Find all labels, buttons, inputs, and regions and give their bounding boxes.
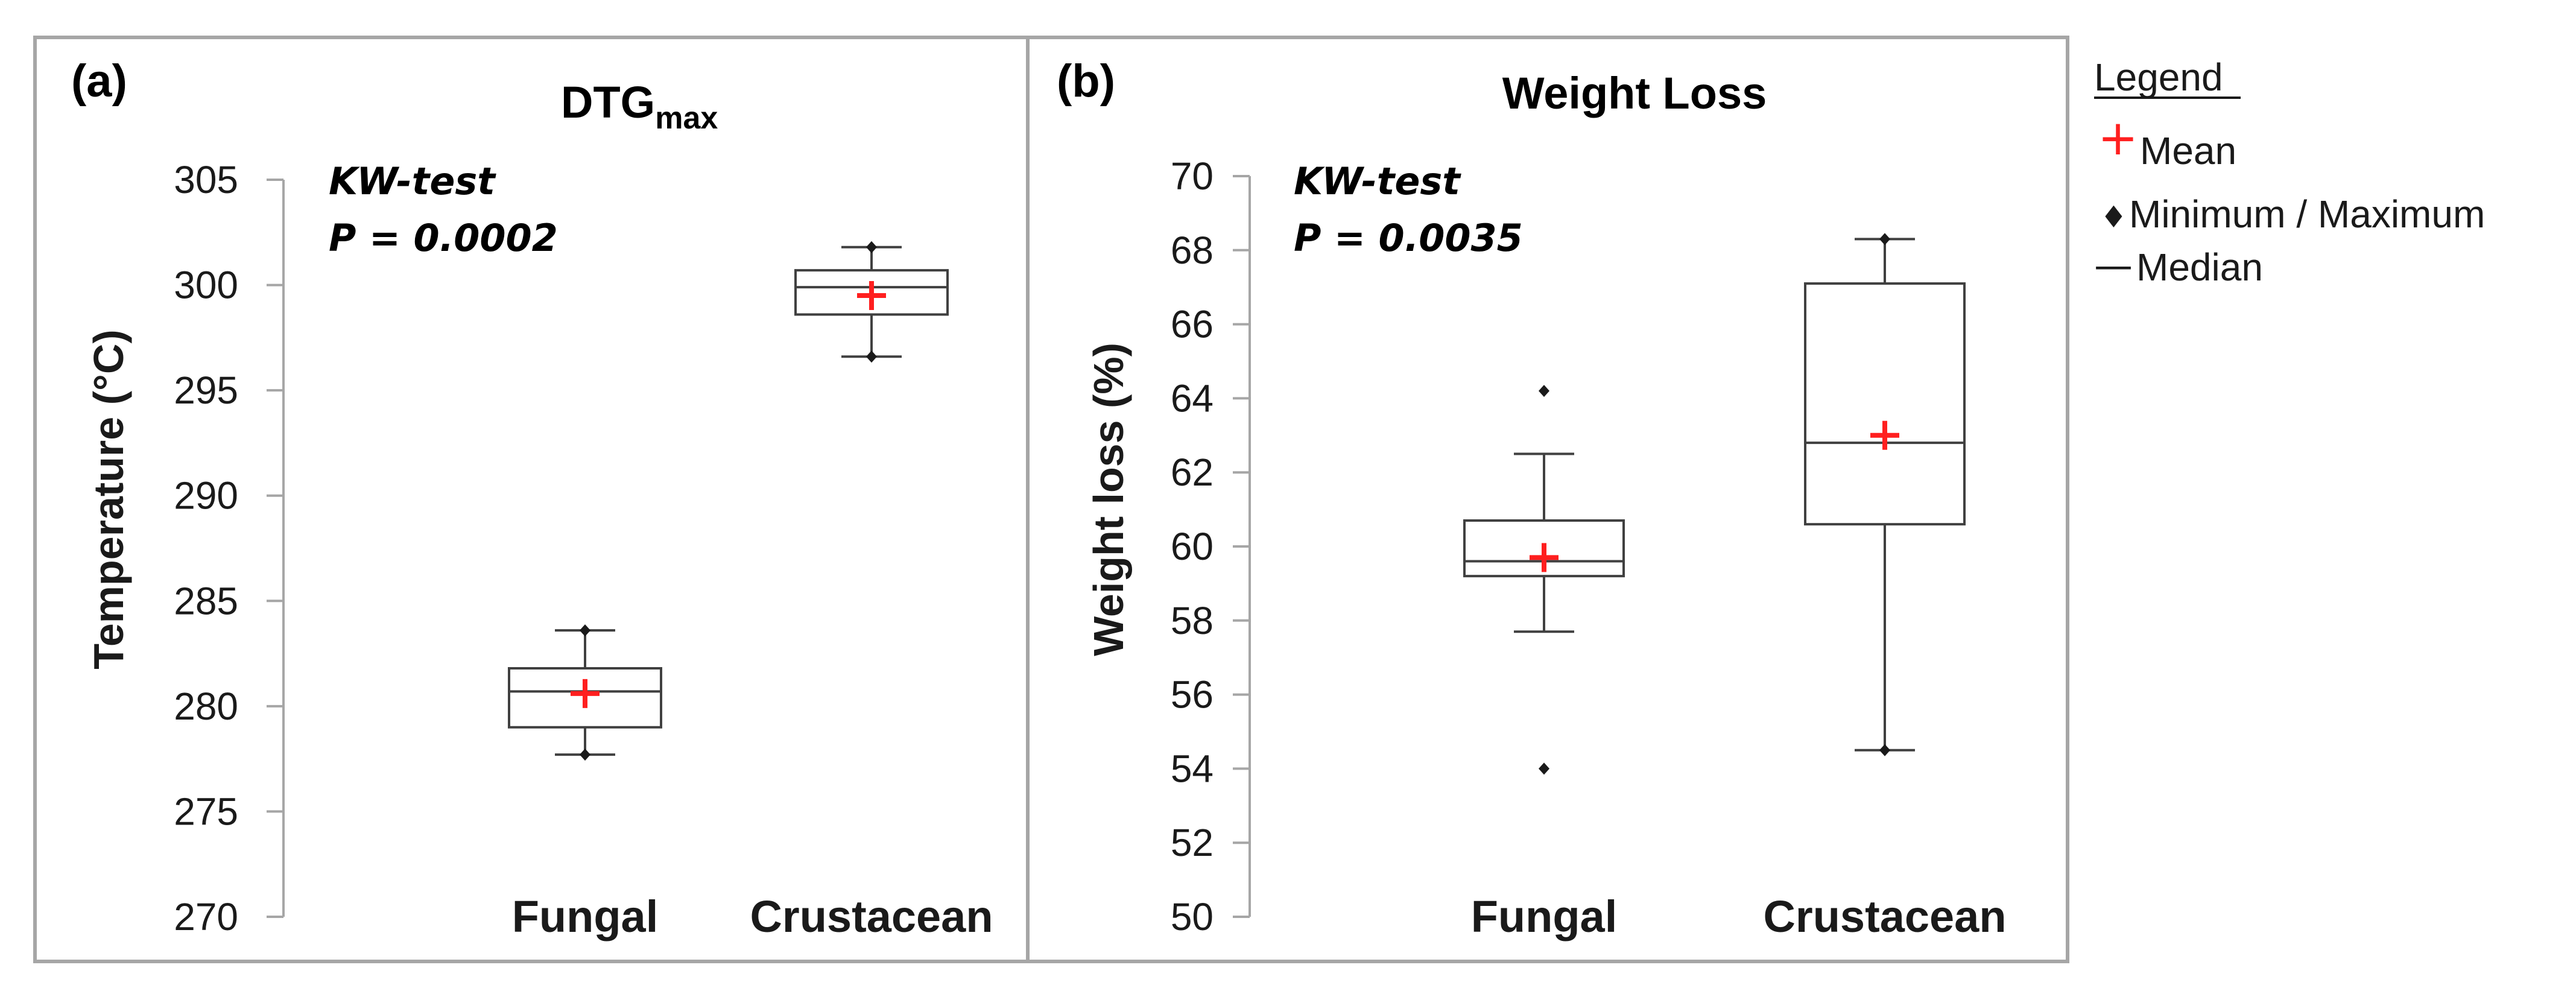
panel-b-letter: (b) — [1057, 55, 1115, 107]
panel-a-annot-line2: P = 0.0002 — [329, 216, 558, 260]
category-label-crustacean: Crustacean — [750, 891, 993, 942]
mean-marker — [1870, 420, 1899, 450]
max-marker — [866, 241, 877, 253]
legend: Legend + Mean ♦ Minimum / Maximum — Medi… — [2094, 55, 2485, 289]
y-tick-label: 58 — [1171, 599, 1214, 642]
y-tick-label: 285 — [174, 579, 238, 622]
category-label-crustacean: Crustacean — [1763, 891, 2006, 942]
y-tick-label: 270 — [174, 895, 238, 939]
y-tick-label: 290 — [174, 474, 238, 518]
box-crustacean — [794, 241, 949, 363]
y-tick-label: 66 — [1171, 303, 1214, 346]
panel-b-ylabel: Weight loss (%) — [1085, 343, 1132, 656]
mean-marker — [571, 679, 600, 708]
legend-median-symbol: — — [2094, 244, 2133, 288]
y-tick-label: 50 — [1171, 895, 1214, 939]
panel-a-ylabel: Temperature (°C) — [85, 329, 132, 669]
y-tick-label: 54 — [1171, 747, 1214, 790]
panel-a-title-sub: max — [655, 101, 718, 136]
box-iqr — [1804, 282, 1966, 526]
y-tick-label: 300 — [174, 264, 238, 307]
box-fungal — [1463, 385, 1625, 775]
panel-b-frame — [1026, 36, 2069, 963]
legend-mean-label: Mean — [2140, 129, 2236, 173]
max-marker — [580, 624, 590, 637]
min-marker — [1539, 762, 1549, 775]
panel-a-title-main: DTG — [561, 77, 655, 127]
min-marker — [866, 350, 877, 363]
category-label-fungal: Fungal — [512, 891, 659, 942]
panel-b-plot: 50 52 54 56 58 60 62 64 66 68 70 Fungal Crustacean — [1171, 154, 2007, 942]
panel-a-plot: 270 275 280 285 290 295 300 305 Fungal Crustacean — [174, 158, 993, 942]
y-tick-label: 275 — [174, 790, 238, 833]
legend-median-label: Median — [2136, 245, 2263, 289]
y-tick-label: 60 — [1171, 525, 1214, 568]
max-marker — [1539, 385, 1549, 397]
panel-b-annot-line1: KW-test — [1294, 159, 1461, 203]
min-marker — [1879, 744, 1890, 756]
y-tick-label: 70 — [1171, 154, 1214, 198]
category-label-fungal: Fungal — [1471, 891, 1618, 942]
y-tick-label: 68 — [1171, 229, 1214, 272]
legend-minmax-label: Minimum / Maximum — [2129, 192, 2485, 236]
panel-b-annot-line2: P = 0.0035 — [1294, 216, 1523, 260]
panel-a-title: DTGmax — [561, 77, 718, 136]
y-tick-label: 64 — [1171, 376, 1214, 420]
y-tick-label: 52 — [1171, 821, 1214, 864]
legend-title: Legend — [2094, 55, 2223, 99]
mean-marker — [857, 281, 886, 311]
y-tick-label: 56 — [1171, 673, 1214, 717]
y-tick-label: 305 — [174, 158, 238, 201]
panel-b-title: Weight Loss — [1502, 68, 1767, 118]
min-marker — [580, 749, 590, 761]
panel-a-letter: (a) — [71, 55, 127, 107]
box-crustacean — [1804, 233, 1966, 756]
box-fungal — [508, 624, 662, 761]
max-marker — [1879, 233, 1890, 245]
legend-mean-symbol: + — [2098, 110, 2138, 166]
y-tick-label: 280 — [174, 685, 238, 728]
mean-marker — [1530, 543, 1559, 572]
y-tick-label: 62 — [1171, 451, 1214, 494]
legend-minmax-symbol: ♦ — [2100, 200, 2127, 235]
y-tick-label: 295 — [174, 369, 238, 412]
panel-a-annot-line1: KW-test — [329, 159, 496, 203]
